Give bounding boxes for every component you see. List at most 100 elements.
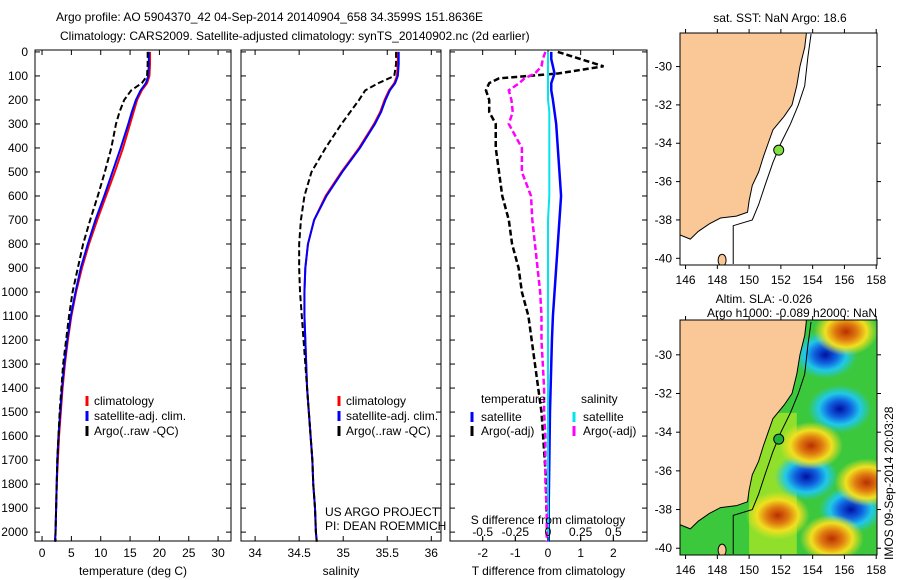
y-tick-label: 1600 [1,429,28,443]
sla-map-subtitle: Argo h1000: -0.089 h2000: NaN [707,306,877,320]
legend-label: climatology [94,394,154,408]
x-axis-label: T difference from climatology [472,564,626,578]
cold-eddy [807,384,872,433]
x-tick-label: 34 [248,546,262,560]
y-tick-label: 2000 [1,525,28,539]
y-tick-label: 300 [8,117,28,131]
lon-tick-label: 146 [676,273,696,287]
x-tick-label: 2 [610,546,617,560]
island [717,253,727,265]
y-tick-label: 700 [8,213,28,227]
sla-map: 146 148 150 152 154 156 158 -30 -32 -34 -36 -38 -40 [655,316,887,577]
legend-label: Argo(..raw -QC) [346,424,431,438]
s-axis-label: S difference from climatology [471,513,626,527]
lon-tick-label: 148 [707,273,727,287]
warm-eddy [834,458,877,507]
series-climatology [53,51,152,542]
lat-tick-label: -38 [655,503,673,517]
argo-float-marker [773,433,785,445]
y-tick-label: 1500 [1,405,28,419]
lat-tick-label: -40 [655,251,673,265]
lon-tick-label: 148 [707,563,727,577]
difference-panel: -2 -1 0 1 2 T difference from climatology -0.5… [449,49,648,578]
legend-label: satellite [583,410,624,424]
s-tick-label: 0.25 [569,525,593,539]
lat-tick-label: -34 [655,136,673,150]
y-tick-label: 200 [8,93,28,107]
warm-eddy [745,491,810,540]
legend-label: Argo(-adj) [583,424,636,438]
warm-eddy [779,421,844,470]
x-tick-label: 1 [577,546,584,560]
s-tick-label: 0.5 [605,525,622,539]
lat-tick-label: -30 [655,60,673,74]
legend-label: satellite-adj. clim. [94,409,186,423]
lon-tick-label: 156 [834,273,854,287]
x-tick-label: 25 [182,546,196,560]
series-s-argo-adj- [507,51,548,542]
sst-map-title: sat. SST: NaN Argo: 18.6 [713,11,847,25]
x-tick-label: 30 [211,546,225,560]
legend-label: Argo(..raw -QC) [94,424,179,438]
series-satellite-adj-clim- [53,51,150,542]
title-line-1: Argo profile: AO 5904370_42 04-Sep-2014 … [56,10,483,24]
credit-project: US ARGO PROJECT [325,505,440,519]
lat-tick-label: -36 [655,464,673,478]
x-tick-label: 0 [545,546,552,560]
y-tick-label: 900 [8,261,28,275]
series-t-satellite [547,51,563,542]
lon-tick-label: 152 [771,563,791,577]
series-t-argo-adj- [484,50,604,542]
y-tick-label: 100 [8,69,28,83]
s-tick-label: -0.25 [502,525,530,539]
lon-tick-label: 158 [866,563,886,577]
y-tick-label: 1200 [1,333,28,347]
legend-header: salinity [581,392,618,406]
credit-pi: PI: DEAN ROEMMICH [325,519,446,533]
island [717,543,727,555]
series-argo-raw-qc- [54,51,149,542]
x-tick-label: 35 [337,546,351,560]
s-tick-label: -0.5 [472,525,493,539]
legend-header: temperature [481,392,546,406]
lat-tick-label: -32 [655,386,673,400]
y-tick-label: 1300 [1,357,28,371]
series-argo-raw-qc- [298,51,398,542]
lat-tick-label: -40 [655,541,673,555]
y-tick-label: 1800 [1,477,28,491]
series-satellite-adj-clim- [303,51,400,542]
legend-label: Argo(-adj) [481,424,534,438]
x-tick-label: 0 [39,546,46,560]
map-frame [679,32,878,266]
lon-tick-label: 154 [803,563,823,577]
y-tick-label: 1000 [1,285,28,299]
lon-tick-label: 156 [834,563,854,577]
lat-tick-label: -38 [655,213,673,227]
y-tick-label: 1900 [1,501,28,515]
lon-tick-label: 150 [739,273,759,287]
x-tick-label: -2 [477,546,488,560]
imos-stamp: IMOS 09-Sep-2014 20:03:28 [882,406,896,560]
lon-tick-label: 152 [771,273,791,287]
temperature-panel: 0100200300400500600700800900100011001200… [1,45,232,578]
y-tick-label: 800 [8,237,28,251]
lon-tick-label: 146 [676,563,696,577]
x-tick-label: 35.5 [376,546,400,560]
land [680,33,807,240]
argo-float-marker [773,144,785,156]
series-s-satellite [547,51,551,542]
x-tick-label: 5 [68,546,75,560]
plot-frame [240,49,442,542]
plot-frame [34,49,232,542]
x-tick-label: -1 [510,546,521,560]
x-tick-label: 15 [123,546,137,560]
salinity-panel: 34 34.5 35 35.5 36 salinity climatologysatelli… [240,49,442,578]
legend-label: satellite-adj. clim. [346,409,438,423]
sst-map: 146 148 150 152 154 156 158 -30 -32 -34 -36 -38 -40 [655,29,887,287]
lat-tick-label: -32 [655,98,673,112]
legend-label: satellite [481,410,522,424]
y-tick-label: 500 [8,165,28,179]
lat-tick-label: -30 [655,348,673,362]
x-tick-label: 20 [153,546,167,560]
